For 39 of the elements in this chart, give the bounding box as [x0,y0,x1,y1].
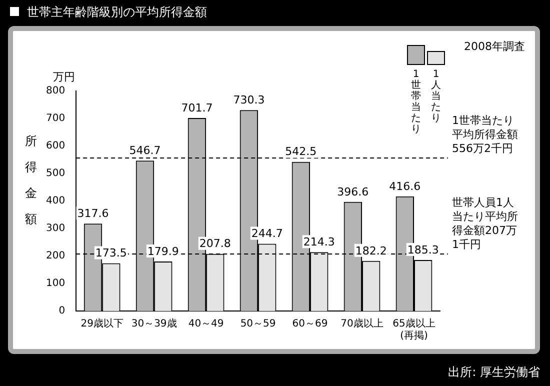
x-tick-label: 30～39歳 [131,318,177,330]
data-label: 214.3 [303,235,335,248]
y-axis-title: 所得金額 [25,134,37,226]
ref-line-label: 世帯人員1人当たり平均所得金額207万1千円 [452,196,518,252]
data-label: 182.2 [355,244,387,258]
y-tick-label: 100 [46,278,66,290]
ref-line-label: 1世帯当たり平均所得金額556万2千円 [452,114,518,156]
y-tick-label: 300 [46,223,66,234]
x-tick-label: 70歳以上 [340,318,384,330]
data-label: 317.6 [77,207,109,220]
data-label: 185.3 [407,243,439,256]
data-label: 730.3 [233,94,265,107]
data-label: 416.6 [389,180,421,193]
data-label: 396.6 [337,185,369,198]
x-tick-label: 60～69 [292,318,328,330]
data-label: 546.7 [129,144,161,158]
data-label: 173.5 [95,246,127,260]
x-tick-label: 65歳以上 (再掲) [392,318,436,342]
data-label: 701.7 [181,101,213,114]
y-tick-label: 400 [46,196,66,207]
y-tick-label: 700 [46,113,66,124]
y-tick-label: 500 [46,168,66,180]
x-tick-label: 50～59 [240,318,276,330]
legend-label: 1人当たり [431,69,441,124]
y-tick-label: 600 [46,140,66,152]
data-label: 244.7 [251,227,283,240]
data-label: 542.5 [285,145,317,158]
chart-title: 世帯主年齢階級別の平均所得金額 [27,5,207,19]
y-tick-label: 0 [58,306,66,317]
text: 出所: 厚生労働省 [448,364,540,381]
y-tick-label: 200 [46,250,66,262]
text: 万円 [53,70,76,84]
y-tick-label: 800 [46,86,66,97]
text: 2008年調査 [464,39,525,54]
data-label: 207.8 [199,237,231,250]
x-tick-label: 40～49 [188,318,224,330]
data-label: 179.9 [147,244,179,258]
x-tick-label: 29歳以下 [80,318,124,330]
legend-label: 1世帯当たり [411,69,421,135]
